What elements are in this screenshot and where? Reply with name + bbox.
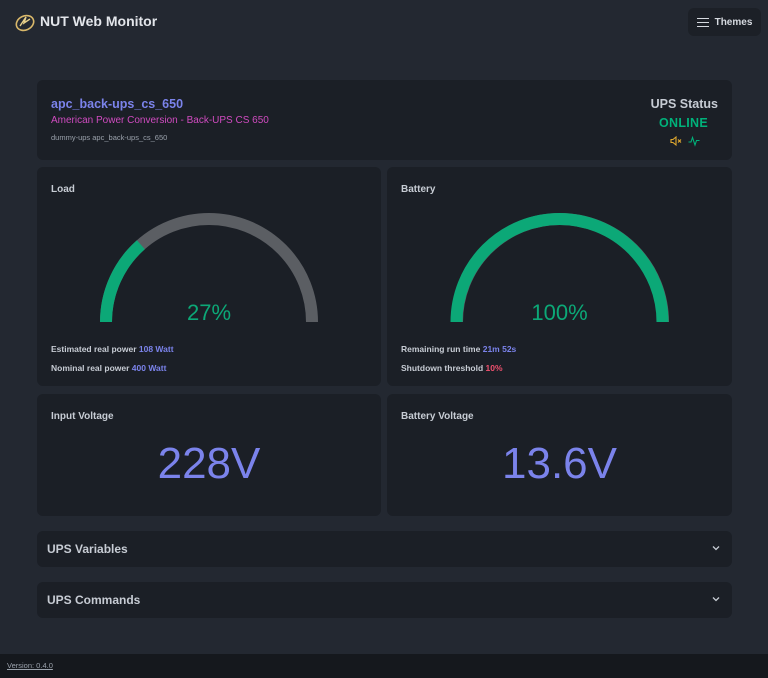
ups-variables-title: UPS Variables [47,542,128,556]
ups-variables-accordion[interactable]: UPS Variables [37,531,732,567]
metric-label: Estimated real power [51,344,137,354]
input-voltage-value: 228V [157,439,261,488]
ups-commands-title: UPS Commands [47,593,141,607]
input-voltage-title: Input Voltage [51,411,114,422]
top-bar: NUT Web Monitor Themes [0,0,768,44]
battery-voltage-value: 13.6V [502,439,617,488]
battery-title: Battery [401,184,436,195]
remaining-run-time: Remaining run time 21m 52s [401,344,516,354]
version-link[interactable]: Version: 0.4.0 [7,661,53,670]
metric-label: Shutdown threshold [401,363,484,373]
battery-percent-value: 100% [531,300,588,325]
battery-gauge [450,213,669,323]
ups-status-label: UPS Status [650,97,718,111]
themes-label: Themes [714,16,753,28]
metric-label: Nominal real power [51,363,130,373]
hamburger-icon [696,17,709,28]
metric-label: Remaining run time [401,344,481,354]
ups-status-value: ONLINE [658,116,708,130]
device-info-card: apc_back-ups_cs_650 American Power Conve… [37,80,732,160]
activity-pulse-icon [688,135,700,147]
estimated-real-power: Estimated real power 108 Watt [51,344,174,354]
metric-value: 108 Watt [138,344,174,354]
metric-value: 21m 52s [482,344,517,354]
load-title: Load [51,184,75,195]
device-name: apc_back-ups_cs_650 [51,97,184,111]
speaker-muted-icon [670,135,682,147]
battery-voltage-title: Battery Voltage [401,411,474,422]
footer: Version: 0.4.0 [0,654,768,678]
device-identifier: dummy-ups apc_back-ups_cs_650 [51,133,168,142]
load-percent-value: 27% [186,300,232,325]
device-description: American Power Conversion - Back-UPS CS … [51,115,269,126]
battery-voltage-card: Battery Voltage 13.6V [387,394,732,516]
battery-card: Battery 100% Remaining run time 21m 52s … [387,167,732,386]
load-card: Load 27% Estimated real power 108 Watt N… [37,167,381,386]
app-title[interactable]: NUT Web Monitor [40,13,158,29]
load-gauge-fill [100,240,145,323]
ups-commands-accordion[interactable]: UPS Commands [37,582,732,618]
nut-logo-icon[interactable] [14,11,36,33]
load-gauge [100,213,318,323]
battery-gauge-fill [450,213,669,323]
metric-value: 400 Watt [131,363,167,373]
metric-value: 10% [485,363,503,373]
status-icons [670,135,700,147]
themes-button[interactable]: Themes [688,8,761,36]
shutdown-threshold: Shutdown threshold 10% [401,363,503,373]
input-voltage-card: Input Voltage 228V [37,394,381,516]
chevron-down-icon [712,546,720,551]
chevron-down-icon [712,597,720,602]
nominal-real-power: Nominal real power 400 Watt [51,363,166,373]
